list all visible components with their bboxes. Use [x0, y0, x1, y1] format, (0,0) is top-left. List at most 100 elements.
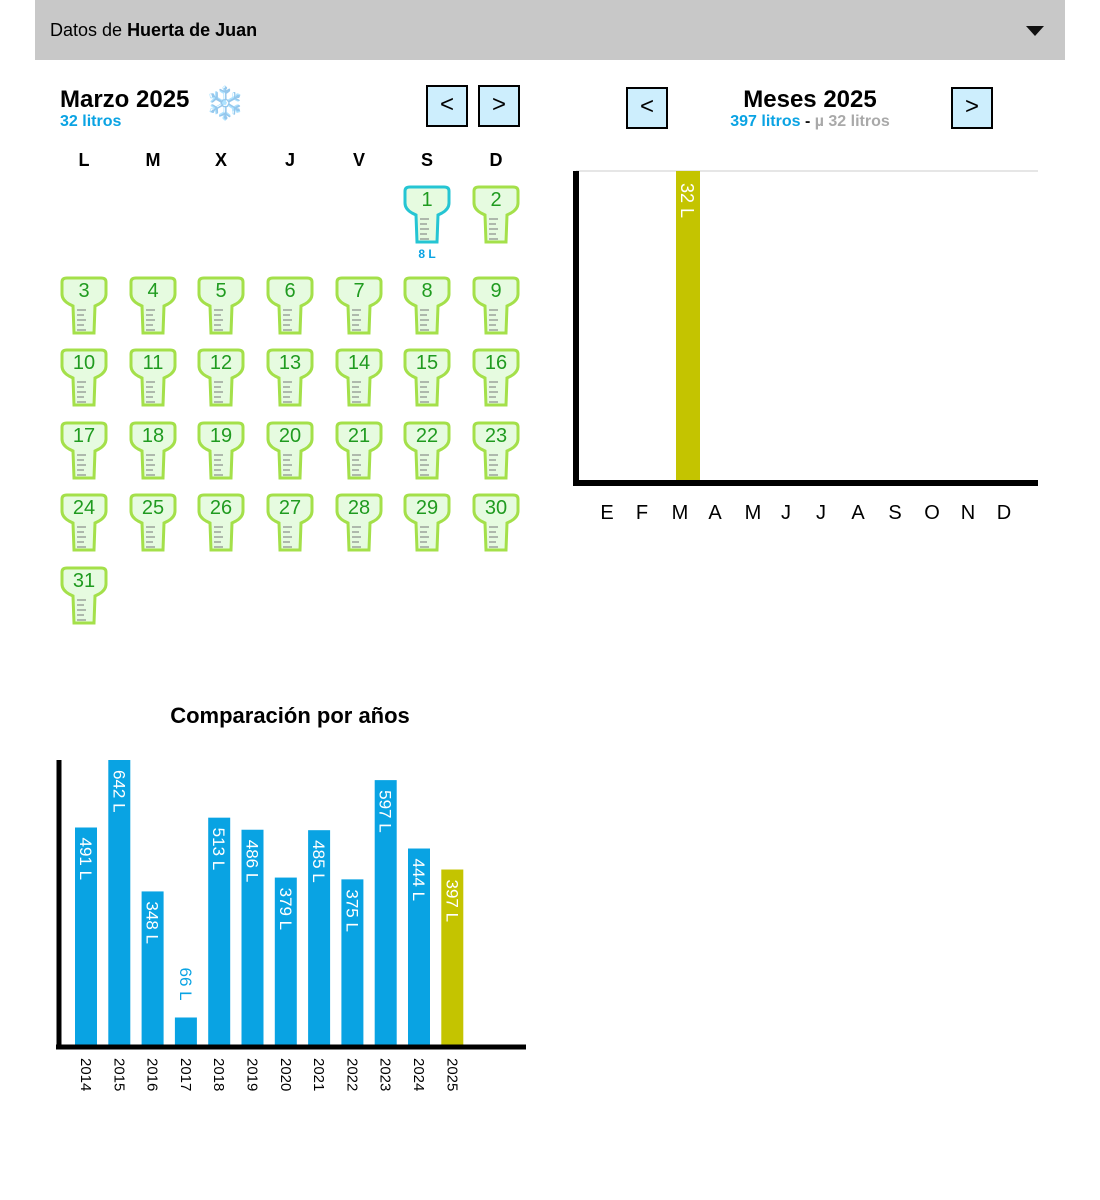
calendar-day[interactable]: 25	[128, 493, 178, 553]
rain-gauge-icon	[60, 276, 108, 335]
calendar-day-number: 6	[284, 280, 296, 302]
rain-gauge-icon	[335, 348, 383, 407]
calendar-day[interactable]: 21	[334, 421, 384, 481]
rain-gauge-icon	[129, 421, 177, 480]
calendar-day[interactable]: 2	[471, 185, 521, 245]
calendar-day[interactable]: 15	[402, 348, 452, 408]
calendar-day-number: 31	[72, 570, 96, 592]
year-bar	[308, 830, 331, 1047]
month-tick-label: N	[961, 502, 975, 524]
calendar-day[interactable]: 8	[402, 276, 452, 336]
month-tick-label: J	[816, 502, 826, 524]
month-bar-label: 32 L	[677, 183, 697, 218]
months-total: 397 litros	[730, 113, 801, 130]
month-tick-label: D	[997, 502, 1011, 524]
calendar-day-number: 10	[72, 352, 96, 374]
weekday-label: X	[214, 150, 227, 170]
months-next-button[interactable]: >	[951, 87, 993, 129]
calendar-day[interactable]: 27	[265, 493, 315, 553]
rain-gauge-icon	[266, 493, 314, 552]
calendar-month-total: 32 litros	[60, 113, 122, 130]
month-tick-label: A	[708, 502, 722, 524]
year-tick-label: 2020	[277, 1058, 294, 1091]
calendar-day[interactable]: 17	[59, 421, 109, 481]
calendar-day[interactable]: 29	[402, 493, 452, 553]
months-average: µ 32 litros	[814, 113, 890, 130]
calendar-day[interactable]: 30	[471, 493, 521, 553]
calendar-day[interactable]: 1 8 L	[402, 185, 452, 261]
months-prev-button[interactable]: <	[626, 87, 668, 129]
calendar-day-number: 30	[484, 497, 508, 519]
calendar-day-number: 15	[415, 352, 439, 374]
rain-gauge-icon	[472, 493, 520, 552]
calendar-day[interactable]: 12	[196, 348, 246, 408]
rain-gauge-icon	[129, 493, 177, 552]
garden-selector[interactable]: Datos de Huerta de Juan	[35, 0, 1065, 60]
calendar-day[interactable]: 6	[265, 276, 315, 336]
calendar-day[interactable]: 22	[402, 421, 452, 481]
calendar-day[interactable]: 14	[334, 348, 384, 408]
rain-gauge-icon	[266, 348, 314, 407]
calendar-day-number: 24	[72, 497, 96, 519]
rain-gauge-icon	[403, 185, 451, 244]
month-tick-label: M	[745, 502, 762, 524]
rain-gauge-icon	[60, 421, 108, 480]
caret-down-icon[interactable]	[1026, 26, 1044, 36]
calendar-day[interactable]: 9	[471, 276, 521, 336]
month-bar	[676, 171, 700, 483]
rain-gauge-icon	[335, 276, 383, 335]
rain-gauge-icon	[129, 276, 177, 335]
rain-gauge-icon	[335, 493, 383, 552]
months-separator: -	[804, 113, 811, 130]
weekday-label: L	[78, 150, 90, 170]
calendar-day-number: 21	[347, 425, 371, 447]
garden-title-prefix: Datos de	[50, 20, 123, 40]
year-tick-label: 2019	[244, 1058, 261, 1091]
months-bar-chart: 32 LE F M A M J J A S O N D	[573, 170, 1038, 524]
calendar-day-number: 16	[484, 352, 508, 374]
garden-title: Datos de Huerta de Juan	[50, 20, 257, 41]
year-bar-label: 348 L	[143, 901, 162, 944]
year-bar-label: 597 L	[376, 790, 395, 833]
calendar-day[interactable]: 26	[196, 493, 246, 553]
calendar-day-number: 13	[278, 352, 302, 374]
calendar-day-number: 9	[490, 280, 502, 302]
calendar-prev-button[interactable]: <	[426, 85, 468, 127]
calendar-day[interactable]: 3	[59, 276, 109, 336]
year-tick-label: 2014	[77, 1058, 94, 1091]
calendar-day-number: 19	[209, 425, 233, 447]
calendar-day[interactable]: 18	[128, 421, 178, 481]
calendar-day[interactable]: 5	[196, 276, 246, 336]
calendar-day[interactable]: 16	[471, 348, 521, 408]
year-bar-label: 485 L	[309, 840, 328, 883]
calendar-day-number: 29	[415, 497, 439, 519]
calendar-day-number: 12	[209, 352, 233, 374]
rain-gauge-icon	[60, 348, 108, 407]
calendar-day[interactable]: 28	[334, 493, 384, 553]
year-bar	[408, 848, 430, 1047]
rain-gauge-icon	[472, 276, 520, 335]
calendar-day[interactable]: 20	[265, 421, 315, 481]
calendar-day[interactable]: 19	[196, 421, 246, 481]
year-tick-label: 2023	[377, 1058, 394, 1091]
calendar-day[interactable]: 24	[59, 493, 109, 553]
calendar-day[interactable]: 23	[471, 421, 521, 481]
calendar-day[interactable]: 4	[128, 276, 178, 336]
calendar-day[interactable]: 31	[59, 566, 109, 626]
year-bar	[341, 879, 364, 1047]
month-tick-label: F	[636, 502, 648, 524]
calendar-day[interactable]: 7	[334, 276, 384, 336]
months-title: Meses 2025	[743, 86, 877, 113]
rain-gauge-icon	[197, 348, 245, 407]
calendar-day[interactable]: 13	[265, 348, 315, 408]
year-tick-label: 2021	[310, 1058, 327, 1091]
year-tick-label: 2015	[110, 1058, 127, 1091]
rain-gauge-icon	[266, 421, 314, 480]
calendar-day[interactable]: 11	[128, 348, 178, 408]
calendar-day-number: 5	[215, 280, 227, 302]
year-bar-label: 397 L	[442, 880, 461, 923]
year-bar	[141, 891, 164, 1047]
calendar-next-button[interactable]: >	[478, 85, 520, 127]
year-tick-label: 2022	[343, 1058, 360, 1091]
calendar-day[interactable]: 10	[59, 348, 109, 408]
